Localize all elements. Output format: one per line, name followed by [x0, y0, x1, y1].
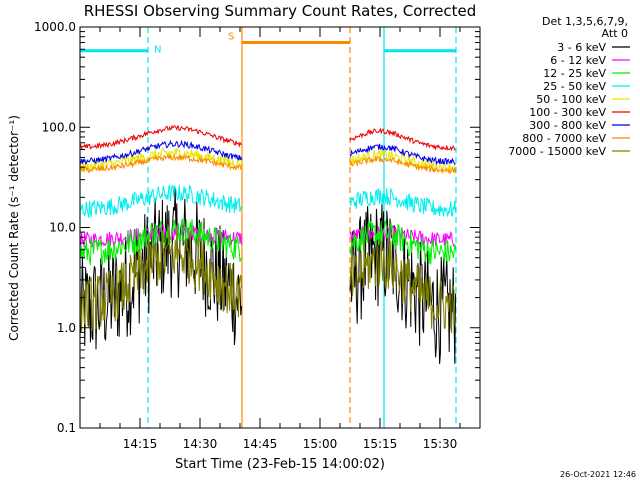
legend-label: 7000 - 15000 keV [508, 145, 606, 158]
x-tick-label: 15:30 [423, 437, 458, 451]
legend-label: 100 - 300 keV [529, 106, 606, 119]
legend-entry: 3 - 6 keV [557, 41, 630, 54]
legend-label: 300 - 800 keV [529, 119, 606, 132]
legend-entry: 300 - 800 keV [529, 119, 630, 132]
legend-header-line2: Att 0 [602, 27, 628, 40]
series-line-6 [79, 139, 456, 166]
series-line-5 [79, 124, 456, 152]
legend-entry: 100 - 300 keV [529, 106, 630, 119]
x-tick-label: 14:30 [183, 437, 218, 451]
y-tick-label: 0.1 [57, 421, 76, 435]
x-tick-label: 15:15 [363, 437, 398, 451]
legend-label: 25 - 50 keV [543, 80, 606, 93]
y-tick-label: 100.0 [42, 120, 76, 134]
x-axis-label: Start Time (23-Feb-15 14:00:02) [175, 457, 385, 472]
legend-label: 50 - 100 keV [536, 93, 606, 106]
series-line-2 [79, 218, 457, 266]
legend-entry: 800 - 7000 keV [522, 132, 630, 145]
legend-entry: 12 - 25 keV [543, 67, 630, 80]
footer-date: 26-Oct-2021 12:46 [560, 470, 636, 479]
series-line-0 [79, 188, 457, 364]
legend-label: 6 - 12 keV [550, 54, 606, 67]
series-line-7 [79, 153, 457, 175]
y-tick-label: 1000.0 [34, 20, 76, 34]
legend-entry: 7000 - 15000 keV [508, 145, 630, 158]
flag-label-S: S [228, 32, 234, 43]
legend-header-line1: Det 1,3,5,6,7,9, [542, 15, 628, 28]
series-line-3 [79, 184, 457, 218]
legend-label: 800 - 7000 keV [522, 132, 606, 145]
y-axis-label: Corrected Count Rate (s⁻¹ detector⁻¹) [7, 115, 21, 341]
legend-entry: 6 - 12 keV [550, 54, 630, 67]
y-tick-label: 1.0 [57, 321, 76, 335]
x-tick-label: 14:15 [123, 437, 158, 451]
legend-entry: 25 - 50 keV [543, 80, 630, 93]
y-tick-label: 10.0 [49, 221, 76, 235]
flag-label-N: N [154, 45, 161, 56]
x-tick-label: 14:45 [243, 437, 278, 451]
chart-title: RHESSI Observing Summary Count Rates, Co… [84, 2, 477, 20]
plot-area: NS [79, 27, 457, 428]
legend-label: 3 - 6 keV [557, 41, 606, 54]
legend-label: 12 - 25 keV [543, 67, 606, 80]
legend-entry: 50 - 100 keV [536, 93, 630, 106]
axes: 1000.0 100.0 10.0 1.0 0.1 14:15 14:30 14:45 15:0… [34, 20, 481, 451]
x-tick-label: 15:00 [303, 437, 338, 451]
series-line-8 [79, 230, 457, 334]
plot-frame [79, 26, 481, 429]
